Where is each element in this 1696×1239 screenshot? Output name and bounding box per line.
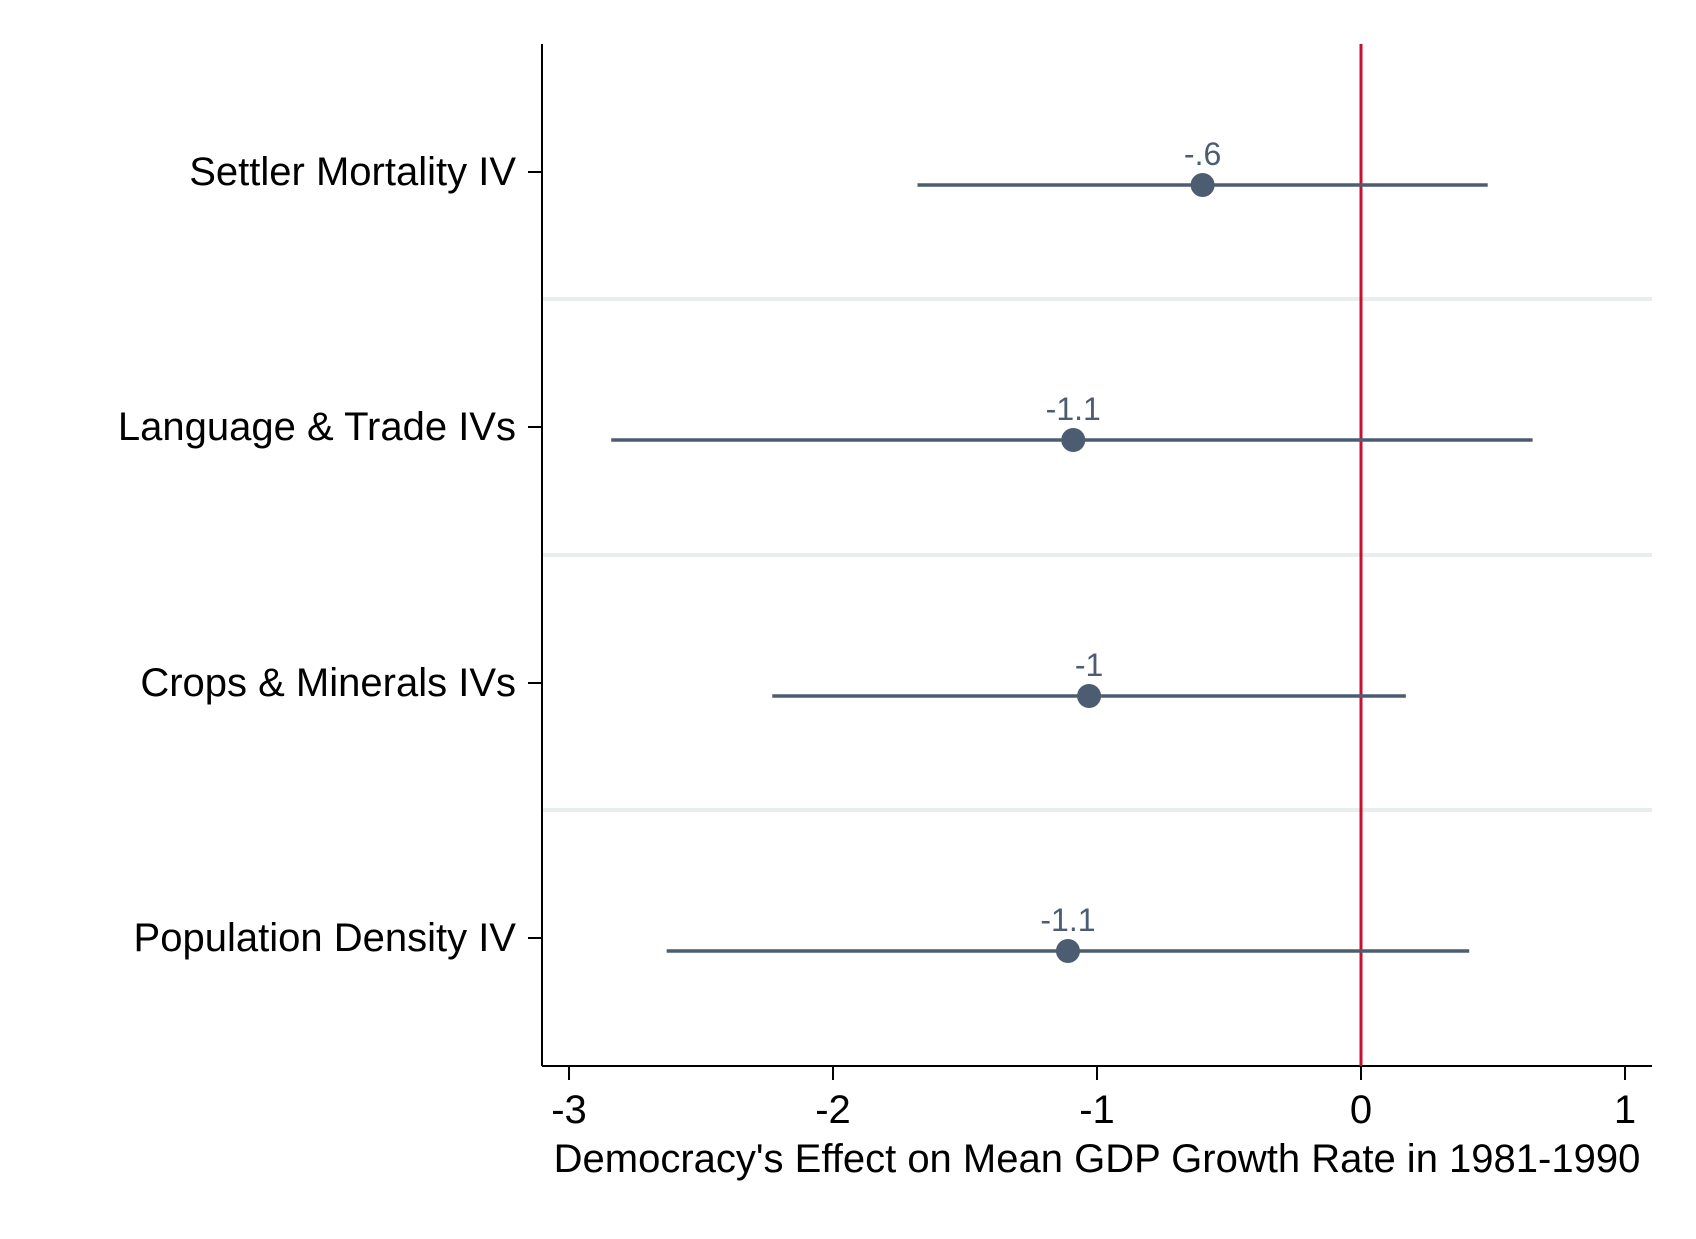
point-estimate <box>1077 684 1102 708</box>
estimate-row: Settler Mortality IV -.6 <box>189 136 1488 197</box>
estimate-rows: Settler Mortality IV -.6 Language & Trade … <box>118 136 1533 963</box>
x-tick-label: 0 <box>1350 1088 1372 1132</box>
estimate-row: Population Density IV -1.1 <box>134 902 1470 963</box>
x-axis-label: Democracy's Effect on Mean GDP Growth Ra… <box>554 1137 1641 1181</box>
y-tick-label: Settler Mortality IV <box>189 150 516 194</box>
estimate-row: Crops & Minerals IVs -1 <box>140 647 1406 708</box>
y-tick-label: Language & Trade IVs <box>118 405 516 449</box>
x-tick-label: -1 <box>1079 1088 1115 1132</box>
x-tick-label: -3 <box>551 1088 587 1132</box>
point-estimate <box>1055 939 1080 963</box>
x-tick-label: -2 <box>815 1088 851 1132</box>
x-ticks: -3 -2 -1 0 1 <box>551 1066 1636 1132</box>
data-label: -.6 <box>1184 136 1221 172</box>
point-estimate <box>1061 428 1086 452</box>
x-tick-label: 1 <box>1614 1088 1636 1132</box>
data-label: -1.1 <box>1040 902 1095 938</box>
estimate-row: Language & Trade IVs -1.1 <box>118 391 1533 452</box>
data-label: -1 <box>1075 647 1103 683</box>
y-tick-label: Population Density IV <box>134 916 517 960</box>
row-separators <box>542 297 1652 812</box>
point-estimate <box>1190 173 1215 197</box>
data-label: -1.1 <box>1046 391 1101 427</box>
y-tick-label: Crops & Minerals IVs <box>140 661 516 705</box>
